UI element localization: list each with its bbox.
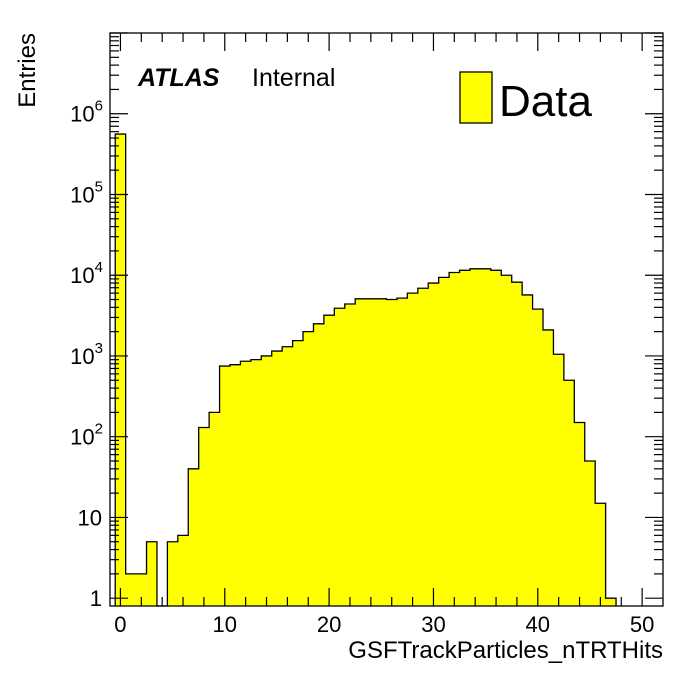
x-axis-title: GSFTrackParticles_nTRTHits [348,637,663,664]
histogram-bar [376,298,387,606]
histogram-bar [229,364,241,606]
y-tick-label: 104 [70,259,103,288]
atlas-status-label: Internal [252,64,335,92]
histogram-bar [469,268,481,606]
histogram-bar [125,573,137,606]
x-tick-label: 50 [630,612,654,637]
x-tick-label: 20 [317,612,341,637]
histogram-bar [167,541,179,606]
y-axis-title: Entries [14,33,41,108]
histogram-bar [188,468,199,606]
histogram-bar [209,412,220,606]
y-tick-label: 1 [90,586,102,611]
histogram-bar [365,298,377,606]
y-tick-label: 103 [70,340,103,369]
histogram-bars [115,134,617,606]
x-tick-label: 0 [114,612,126,637]
histogram-bar [386,299,398,606]
histogram-outline [114,133,617,607]
histogram-bar [553,354,565,606]
histogram-bar [563,380,575,606]
histogram-bar [449,272,460,606]
y-tick-label: 10 [78,505,102,530]
legend-swatch [459,71,493,124]
histogram-bar [115,134,126,606]
histogram-bar [146,541,158,606]
histogram-bar [605,598,617,606]
histogram-bar [282,346,293,606]
histogram-bar [334,308,346,606]
axis-ticks [110,32,663,606]
histogram-bar [522,294,533,606]
histogram-bar [250,359,262,606]
x-tick-label: 10 [213,612,237,637]
histogram-bar [271,351,283,606]
y-tick-label: 106 [70,98,103,127]
histogram-bar [417,288,429,606]
histogram-bar [584,461,596,606]
histogram-bar [511,282,523,606]
histogram-bar [136,573,147,606]
histogram-bar [501,275,513,606]
histogram-bar [407,293,419,606]
histogram-bar [543,329,554,606]
histogram-bar [177,535,189,606]
histogram-bar [355,298,366,606]
histogram-bar [240,361,252,606]
histogram-bar [292,340,304,606]
histogram-bar [574,422,586,606]
histogram-bar [313,323,325,606]
x-tick-label: 30 [421,612,445,637]
y-tick-label: 102 [70,421,103,450]
atlas-label: ATLAS [137,64,220,92]
y-tick-labels: 1 10 102 103 104 105 106 [70,98,103,611]
histogram-bar [323,315,335,606]
x-tick-label: 40 [526,612,550,637]
histogram-bar [438,277,450,606]
histogram-bar [490,270,502,606]
histogram-bar [480,268,492,606]
histogram-bar [261,355,273,606]
histogram-bar [198,427,210,606]
histogram-bar [219,366,231,606]
histogram-bar [595,503,606,606]
histogram-bar [459,270,471,606]
histogram-bar [532,309,544,606]
x-tick-labels: 0 10 20 30 40 50 [114,612,654,637]
histogram-bar [344,304,356,606]
legend-label-data: Data [499,77,592,126]
histogram-bar [303,331,314,606]
y-tick-label: 105 [70,178,103,207]
plot-frame [109,32,664,607]
histogram-bar [396,298,408,606]
histogram-bar [428,283,439,606]
